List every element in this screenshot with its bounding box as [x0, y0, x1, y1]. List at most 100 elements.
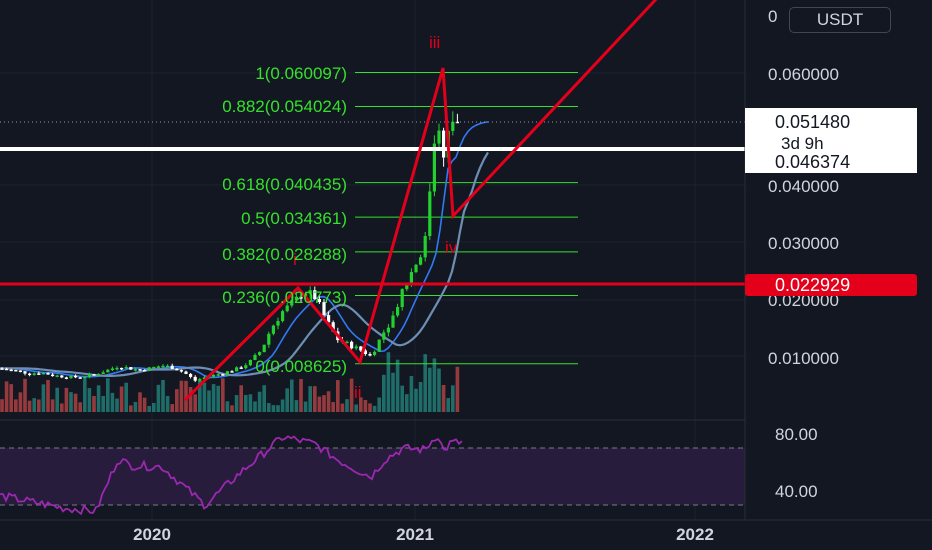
volume-bar: [303, 401, 308, 412]
wave-label-iv: iv: [445, 238, 458, 257]
volume-bar: [377, 397, 381, 412]
candle-body: [216, 374, 220, 376]
candle-body: [373, 351, 377, 355]
candle-body: [451, 121, 455, 131]
volume-bar: [96, 385, 101, 412]
wave-label-i: i: [293, 250, 297, 269]
volume-bar: [317, 396, 322, 412]
volume-bar: [184, 380, 188, 412]
candle-body: [32, 373, 36, 375]
volume-bar: [175, 389, 179, 412]
volume-bar: [92, 395, 96, 412]
candle-body: [354, 346, 358, 349]
volume-bar: [207, 390, 211, 412]
volume-bar: [441, 384, 446, 412]
volume-bar: [276, 405, 280, 412]
volume-bar: [83, 378, 87, 412]
candle-body: [74, 375, 78, 378]
candle-body: [41, 372, 45, 375]
candle-body: [327, 315, 331, 323]
candle-body: [5, 368, 9, 371]
candle-body: [110, 368, 114, 371]
time-axis[interactable]: 2020 2021 2022: [133, 525, 714, 544]
volume-bar: [230, 405, 234, 412]
fib-label-0: 0(0.008625): [255, 357, 347, 376]
candle-body: [437, 130, 441, 144]
wave-zigzag: [183, 0, 658, 402]
candle-body: [179, 370, 183, 372]
volume-bar: [368, 403, 372, 412]
wave-label-iii: iii: [429, 33, 440, 52]
candle-body: [253, 354, 257, 360]
volume-bar: [322, 395, 326, 412]
candle-body: [281, 311, 285, 321]
candle-body: [202, 377, 206, 380]
candle-body: [166, 365, 170, 368]
volume-bar: [133, 401, 138, 412]
candle-body: [138, 369, 142, 371]
price-tick-0.06: 0.060000: [768, 65, 839, 84]
volume-bar: [202, 382, 207, 412]
volume-bar: [428, 367, 432, 412]
candle-body: [248, 359, 252, 366]
volume-bar: [437, 368, 441, 412]
candle-body: [189, 373, 193, 377]
volume-bar: [386, 352, 391, 412]
candle-body: [363, 350, 367, 355]
volume-bar: [50, 399, 55, 412]
moving-averages: [0, 121, 489, 379]
candle-body: [285, 305, 289, 312]
candle-body: [133, 369, 137, 371]
volume-bar: [405, 394, 409, 412]
volume-bar: [55, 387, 59, 412]
volume-bar: [46, 380, 50, 412]
candle-body: [83, 376, 87, 379]
candle-body: [0, 368, 4, 370]
candle-body: [239, 367, 243, 369]
candle-body: [193, 376, 197, 381]
elliott-wave-path[interactable]: [183, 0, 660, 402]
candle-body: [184, 371, 188, 374]
candle-body: [161, 365, 165, 368]
volume-bar: [248, 394, 253, 412]
candle-body: [290, 300, 294, 306]
volume-bar: [188, 387, 193, 412]
candle-body: [405, 283, 409, 290]
volume-bar: [69, 392, 73, 412]
volume-bar: [198, 380, 202, 412]
volume-bar: [432, 358, 437, 412]
candle-body: [225, 371, 229, 375]
white-line-label: 0.046374: [775, 152, 850, 172]
volume-bar: [14, 399, 18, 412]
currency-selector-button[interactable]: USDT: [789, 7, 891, 33]
rsi-axis: 80.00 40.00: [775, 425, 818, 501]
price-tick-top: 0: [768, 7, 777, 26]
volume-bar: [4, 381, 9, 412]
candle-body: [294, 296, 298, 301]
volume-bar: [244, 394, 248, 412]
volume-bar: [142, 397, 147, 412]
volume-bar: [455, 366, 460, 412]
red-line-label-bg: [745, 274, 917, 296]
volume-bar: [294, 400, 299, 412]
candle-body: [382, 332, 386, 340]
candle-body: [423, 236, 427, 258]
candle-body: [419, 257, 423, 265]
candle-body: [198, 379, 202, 381]
volume-bar: [423, 354, 427, 412]
fib-label-0618: 0.618(0.040435): [222, 175, 347, 194]
ma-slow-line: [0, 151, 489, 377]
candle-body: [170, 365, 174, 369]
rsi-line: [0, 435, 463, 516]
fib-label-0882: 0.882(0.054024): [222, 97, 347, 116]
volume-bar: [395, 359, 400, 412]
candle-body: [414, 264, 418, 273]
volume-bar: [193, 394, 197, 412]
volume-bar: [78, 402, 82, 412]
price-axis[interactable]: 0 0.060000 0.040000 0.030000 0.020000 0.…: [745, 7, 917, 368]
candle-body: [322, 302, 326, 316]
candle-body: [267, 333, 271, 345]
candle-body: [64, 377, 68, 379]
volume-bar: [124, 382, 128, 412]
